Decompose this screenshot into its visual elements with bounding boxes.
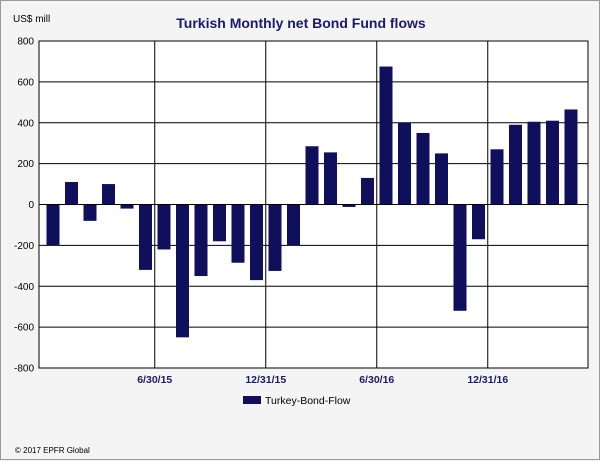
y-axis-unit-label: US$ mill bbox=[13, 14, 50, 25]
bar bbox=[157, 204, 171, 250]
bar bbox=[453, 204, 467, 311]
bar bbox=[379, 66, 393, 205]
y-tick-label: -400 bbox=[14, 282, 34, 293]
bar bbox=[46, 204, 60, 246]
bar bbox=[490, 149, 504, 205]
bar bbox=[83, 204, 97, 221]
bar bbox=[472, 204, 485, 240]
bar bbox=[176, 204, 189, 338]
y-tick-label: 200 bbox=[17, 159, 34, 170]
y-axis-ticks: 800 600 400 200 0 -200 -400 -600 -800 bbox=[14, 37, 34, 375]
bar bbox=[287, 204, 300, 246]
x-tick-label: 12/31/16 bbox=[467, 374, 508, 386]
bar bbox=[65, 182, 78, 205]
bar bbox=[398, 122, 411, 205]
bar bbox=[231, 204, 245, 263]
bar-series bbox=[46, 66, 578, 338]
bar bbox=[194, 204, 208, 277]
bar bbox=[342, 204, 356, 207]
bar bbox=[268, 204, 282, 271]
legend-label: Turkey-Bond-Flow bbox=[265, 395, 351, 407]
bar bbox=[546, 120, 559, 205]
x-tick-label: 6/30/16 bbox=[359, 374, 394, 386]
y-tick-label: -200 bbox=[14, 241, 34, 252]
chart-title: Turkish Monthly net Bond Fund flows bbox=[176, 15, 426, 31]
copyright-text: © 2017 EPFR Global bbox=[15, 446, 90, 455]
x-tick-label: 12/31/15 bbox=[245, 374, 286, 386]
bar bbox=[305, 146, 319, 205]
y-tick-label: -800 bbox=[14, 364, 34, 375]
bar bbox=[564, 109, 578, 205]
y-tick-label: -600 bbox=[14, 323, 34, 334]
bar bbox=[139, 204, 152, 270]
x-axis-ticks: 6/30/15 12/31/15 6/30/16 12/31/16 bbox=[137, 374, 508, 386]
y-tick-label: 0 bbox=[28, 200, 34, 211]
bar bbox=[527, 121, 541, 205]
bar bbox=[509, 124, 522, 205]
y-tick-label: 600 bbox=[17, 77, 34, 88]
bar bbox=[416, 132, 430, 205]
bar bbox=[250, 204, 263, 281]
bar bbox=[120, 204, 134, 209]
bar bbox=[213, 204, 226, 242]
bar bbox=[324, 152, 337, 205]
legend: Turkey-Bond-Flow bbox=[243, 395, 351, 407]
y-tick-label: 400 bbox=[17, 118, 34, 129]
y-tick-label: 800 bbox=[17, 37, 34, 48]
legend-swatch bbox=[243, 396, 261, 404]
x-tick-label: 6/30/15 bbox=[137, 374, 172, 386]
bar bbox=[361, 177, 374, 205]
bar bbox=[435, 153, 448, 205]
bar bbox=[102, 184, 115, 205]
